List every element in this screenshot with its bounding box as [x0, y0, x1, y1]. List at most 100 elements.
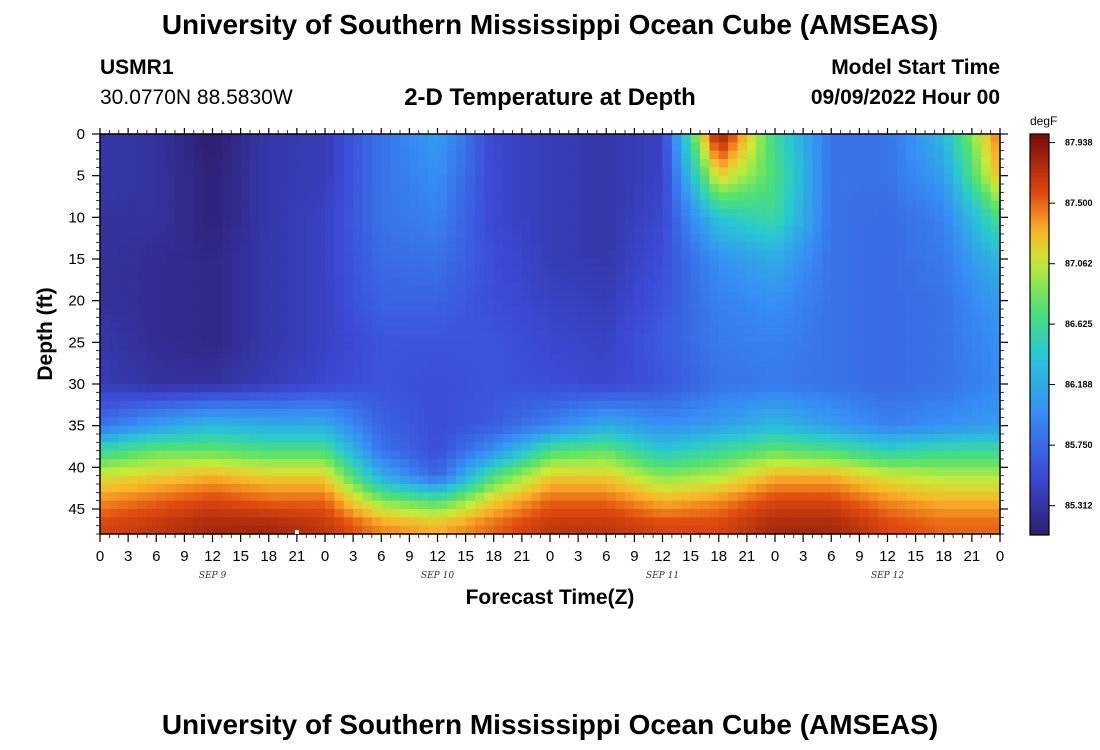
heatmap-cell [287, 392, 298, 402]
heatmap-cell [100, 150, 110, 160]
heatmap-cell [775, 434, 785, 443]
heatmap-cell [981, 400, 992, 410]
heatmap-cell [615, 442, 626, 452]
heatmap-cell [934, 359, 945, 368]
heatmap-cell [700, 367, 710, 377]
heatmap-cell [100, 309, 110, 318]
heatmap-cell [531, 300, 542, 310]
heatmap-cell [240, 359, 251, 368]
heatmap-cell [531, 409, 542, 418]
heatmap-cell [990, 159, 1000, 168]
heatmap-cell [775, 150, 785, 160]
heatmap-cell [240, 317, 251, 327]
heatmap-cell [334, 392, 345, 402]
heatmap-cell [146, 184, 157, 193]
heatmap-cell [212, 200, 223, 210]
heatmap-cell [775, 200, 785, 210]
heatmap-cell [109, 192, 120, 202]
heatmap-cell [784, 417, 795, 427]
heatmap-cell [615, 150, 626, 160]
heatmap-cell [400, 417, 410, 427]
heatmap-cell [943, 334, 954, 343]
heatmap-cell [221, 325, 232, 335]
heatmap-cell [306, 217, 317, 227]
x-tick-label: 0 [771, 548, 779, 565]
heatmap-cell [878, 334, 889, 343]
heatmap-cell [165, 217, 176, 227]
heatmap-cell [812, 525, 823, 534]
heatmap-cell [859, 450, 870, 460]
heatmap-cell [700, 500, 710, 510]
heatmap-cell [250, 459, 260, 468]
heatmap-cell [671, 367, 682, 377]
heatmap-cell [193, 409, 204, 418]
heatmap-cell [250, 392, 260, 402]
heatmap-cell [812, 192, 823, 202]
heatmap-cell [165, 317, 176, 327]
heatmap-cell [587, 192, 598, 202]
heatmap-cell [390, 425, 401, 435]
heatmap-cell [878, 134, 889, 143]
heatmap-cell [700, 425, 710, 435]
heatmap-cell [634, 359, 645, 368]
heatmap-cell [981, 184, 992, 193]
heatmap-cell [268, 459, 279, 468]
heatmap-cell [643, 334, 654, 343]
heatmap-cell [878, 400, 889, 410]
heatmap-cell [718, 509, 729, 518]
heatmap-cell [315, 409, 326, 418]
heatmap-cell [475, 242, 485, 252]
heatmap-cell [559, 284, 570, 293]
heatmap-cell [896, 284, 907, 293]
heatmap-cell [428, 300, 439, 310]
heatmap-cell [550, 317, 560, 327]
heatmap-cell [943, 392, 954, 402]
heatmap-cell [700, 309, 710, 318]
heatmap-cell [493, 517, 504, 527]
heatmap-cell [315, 442, 326, 452]
heatmap-cell [484, 434, 495, 443]
heatmap-cell [831, 384, 842, 393]
heatmap-cell [859, 234, 870, 243]
heatmap-cell [343, 400, 354, 410]
heatmap-cell [203, 509, 214, 518]
heatmap-cell [643, 209, 654, 218]
heatmap-cell [109, 134, 120, 143]
heatmap-cell [475, 409, 485, 418]
heatmap-cell [550, 384, 560, 393]
heatmap-cell [915, 384, 926, 393]
heatmap-cell [737, 359, 748, 368]
heatmap-cell [315, 292, 326, 302]
heatmap-cell [868, 359, 879, 368]
heatmap-cell [353, 459, 364, 468]
heatmap-cell [540, 217, 551, 227]
heatmap-cell [971, 342, 982, 352]
heatmap-cell [671, 334, 682, 343]
heatmap-cell [231, 450, 242, 460]
heatmap-cell [165, 392, 176, 402]
x-tick-label: 3 [124, 548, 132, 565]
heatmap-cell [859, 400, 870, 410]
heatmap-cell [353, 359, 364, 368]
heatmap-cell [728, 292, 739, 302]
heatmap-cell [203, 375, 214, 385]
heatmap-cell [737, 484, 748, 493]
heatmap-cell [334, 409, 345, 418]
heatmap-cell [746, 175, 757, 185]
heatmap-cell [943, 259, 954, 268]
heatmap-cell [381, 209, 392, 218]
heatmap-cell [971, 442, 982, 452]
heatmap-cell [128, 217, 139, 227]
heatmap-cell [362, 325, 373, 335]
heatmap-cell [381, 334, 392, 343]
heatmap-cell [353, 317, 364, 327]
heatmap-cell [653, 475, 664, 485]
heatmap-cell [503, 192, 514, 202]
heatmap-cell [334, 450, 345, 460]
heatmap-cell [100, 392, 110, 402]
heatmap-cell [859, 484, 870, 493]
heatmap-cell [128, 259, 139, 268]
heatmap-cell [128, 442, 139, 452]
heatmap-cell [596, 184, 607, 193]
heatmap-cell [484, 300, 495, 310]
